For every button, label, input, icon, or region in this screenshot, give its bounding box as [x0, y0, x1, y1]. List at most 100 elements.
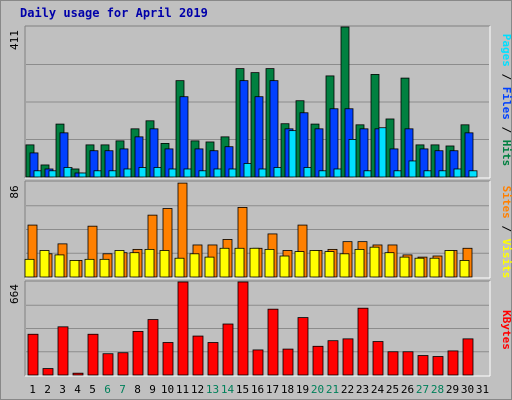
bar-kbytes-day-17 [267, 308, 279, 376]
y-max-label: 664 [8, 284, 21, 304]
legend-kbytes: KBytes [500, 310, 512, 350]
bar-kbytes-day-25 [387, 351, 399, 376]
bar-files-day-20 [314, 128, 324, 178]
bar-kbytes-day-26 [402, 351, 414, 376]
bar-kbytes-day-15 [237, 281, 249, 376]
bar-kbytes-day-7 [117, 352, 129, 376]
bar-visits-day-27 [414, 257, 425, 278]
bar-visits-day-24 [369, 246, 380, 278]
bar-kbytes-day-29 [447, 350, 459, 376]
chart-panel-kbytes: 664 KBytes [8, 280, 512, 377]
bar-visits-day-2 [39, 250, 50, 278]
bar-visits-day-20 [309, 250, 320, 278]
legend-separator: / [500, 219, 512, 239]
bar-visits-day-8 [129, 252, 140, 278]
bar-kbytes-day-23 [357, 307, 369, 376]
legend: Sites / Visits [500, 186, 512, 279]
bar-visits-day-17 [264, 248, 275, 278]
x-tick-label-4: 4 [74, 383, 81, 396]
x-tick-label-18: 18 [281, 383, 294, 396]
bar-visits-day-21 [324, 251, 335, 278]
bar-visits-day-15 [234, 247, 245, 278]
bar-visits-day-12 [189, 253, 200, 278]
legend-visits: Visits [500, 239, 512, 279]
bar-kbytes-day-10 [162, 342, 174, 376]
legend-sites: Sites [500, 186, 512, 219]
x-tick-label-3: 3 [59, 383, 66, 396]
bar-visits-day-30 [459, 260, 470, 278]
x-tick-label-27: 27 [416, 383, 429, 396]
bar-visits-day-5 [84, 258, 95, 278]
bar-kbytes-day-19 [297, 317, 309, 376]
bar-kbytes-day-24 [372, 341, 384, 376]
bar-kbytes-day-3 [57, 326, 69, 376]
x-tick-label-29: 29 [446, 383, 459, 396]
x-tick-label-31: 31 [476, 383, 489, 396]
x-tick-label-10: 10 [161, 383, 174, 396]
bar-files-day-21 [329, 108, 339, 178]
bar-visits-day-25 [384, 252, 395, 278]
bar-visits-day-4 [69, 260, 80, 278]
bar-visits-day-9 [144, 248, 155, 278]
bar-kbytes-day-4 [72, 372, 84, 376]
x-tick-label-8: 8 [134, 383, 141, 396]
x-tick-label-23: 23 [356, 383, 369, 396]
x-tick-label-24: 24 [371, 383, 385, 396]
bar-files-day-23 [359, 128, 369, 178]
bar-visits-day-10 [159, 250, 170, 278]
bar-visits-day-7 [114, 250, 125, 278]
x-tick-label-16: 16 [251, 383, 264, 396]
bar-files-day-30 [464, 132, 474, 178]
bar-files-day-17 [269, 80, 279, 178]
x-tick-label-13: 13 [206, 383, 219, 396]
x-tick-label-30: 30 [461, 383, 474, 396]
bar-kbytes-day-11 [177, 281, 189, 376]
bar-visits-day-3 [54, 254, 65, 278]
x-tick-label-15: 15 [236, 383, 249, 396]
bar-kbytes-day-30 [462, 338, 474, 376]
bar-visits-day-1 [24, 258, 35, 278]
bar-kbytes-day-13 [207, 342, 219, 376]
bar-kbytes-day-2 [42, 368, 54, 376]
bar-visits-day-23 [354, 248, 365, 278]
bar-kbytes-day-28 [432, 356, 444, 376]
y-max-label: 411 [8, 30, 21, 50]
x-tick-label-25: 25 [386, 383, 399, 396]
bar-kbytes-day-22 [342, 338, 354, 376]
x-tick-label-21: 21 [326, 383, 339, 396]
bar-kbytes-day-8 [132, 331, 144, 376]
bar-kbytes-day-18 [282, 348, 294, 376]
x-tick-label-5: 5 [89, 383, 96, 396]
bar-kbytes-day-12 [192, 335, 204, 376]
bar-kbytes-day-9 [147, 319, 159, 376]
legend-pages: Pages [500, 34, 512, 67]
x-tick-label-11: 11 [176, 383, 189, 396]
legend-separator: / [500, 67, 512, 87]
legend-hits: Hits [500, 140, 512, 167]
bar-visits-day-26 [399, 256, 410, 278]
bar-visits-day-19 [294, 251, 305, 278]
bar-visits-day-28 [429, 257, 440, 278]
x-tick-label-1: 1 [29, 383, 36, 396]
bar-kbytes-day-20 [312, 345, 324, 376]
x-tick-label-6: 6 [104, 383, 111, 396]
bar-kbytes-day-5 [87, 333, 99, 376]
bar-files-day-15 [239, 80, 249, 178]
x-tick-label-20: 20 [311, 383, 324, 396]
bar-visits-day-18 [279, 255, 290, 278]
bar-kbytes-day-6 [102, 353, 114, 376]
x-tick-label-28: 28 [431, 383, 444, 396]
x-tick-label-19: 19 [296, 383, 309, 396]
bar-files-day-16 [254, 96, 264, 178]
legend: Pages / Files / Hits [500, 34, 512, 167]
x-tick-label-12: 12 [191, 383, 204, 396]
bar-kbytes-day-1 [27, 333, 39, 376]
x-tick-label-7: 7 [119, 383, 126, 396]
x-tick-label-2: 2 [44, 383, 51, 396]
page-title: Daily usage for April 2019 [20, 6, 208, 20]
bar-kbytes-day-16 [252, 349, 264, 376]
x-tick-label-17: 17 [266, 383, 279, 396]
x-tick-label-9: 9 [149, 383, 156, 396]
bar-kbytes-day-14 [222, 323, 234, 376]
